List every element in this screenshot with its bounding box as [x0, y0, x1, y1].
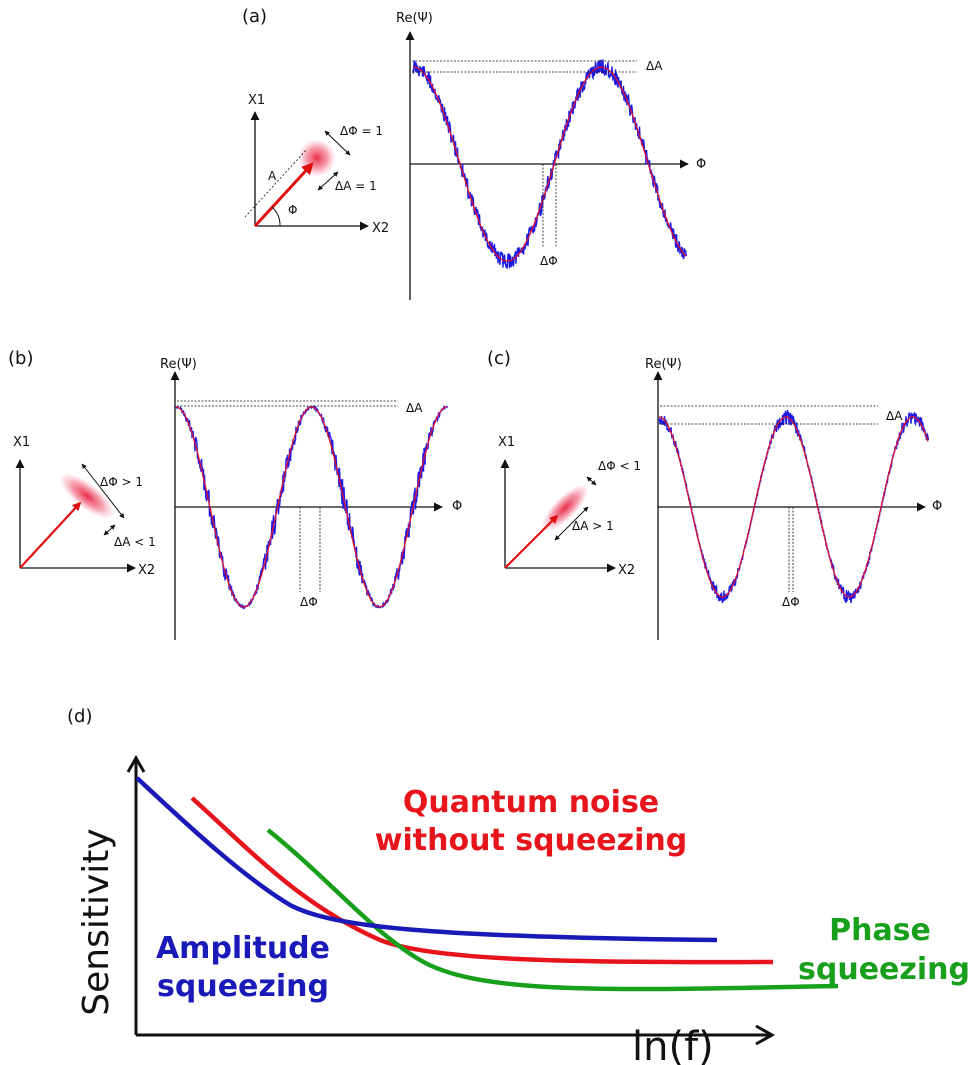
damp-arrow [103, 524, 116, 536]
dphi-label: ΔΦ < 1 [598, 459, 641, 473]
phase-arc [271, 206, 281, 227]
curve-phase-squeezing [266, 828, 839, 992]
da-label: ΔA [646, 59, 663, 73]
mean-line [658, 416, 929, 598]
label-amplitude-line1: Amplitude [156, 931, 330, 966]
panel-a-phasor: X1 X2 A Φ ΔΦ = 1 ΔA = 1 [244, 93, 389, 236]
x1-label: X1 [13, 435, 30, 450]
panel-d-label: (d) [67, 706, 92, 727]
panel-b-wave: Re(Ψ) Φ ΔA ΔΦ [160, 357, 462, 640]
label-phase-line1: Phase [829, 913, 931, 948]
damp-label: ΔA > 1 [572, 519, 614, 533]
mean-line [175, 406, 448, 608]
x1-label: X1 [248, 93, 265, 108]
dphi-label: ΔΦ > 1 [100, 475, 143, 489]
y-label: Re(Ψ) [645, 357, 682, 372]
x-label: ln(f) [632, 1024, 714, 1065]
y-axis-arrowhead [126, 754, 146, 773]
dphi-label: ΔΦ [300, 595, 318, 609]
damp-label: ΔA < 1 [114, 535, 156, 549]
wave-curve-a [412, 59, 688, 269]
damp-arrow [554, 506, 589, 541]
panel-c-label: (c) [487, 348, 511, 369]
dphi-label: ΔΦ [782, 595, 800, 609]
amplitude-arrow [253, 162, 314, 228]
amplitude-arrow [504, 514, 559, 569]
amplitude-arrow [19, 501, 82, 569]
dphi-arrow [324, 130, 351, 156]
x2-label: X2 [138, 563, 155, 578]
wave-curve-c [658, 409, 930, 604]
label-phase-line2: squeezing [798, 952, 970, 987]
y-label: Re(Ψ) [160, 357, 197, 372]
phase-label: Φ [288, 203, 297, 217]
curve-amplitude-squeezing [135, 776, 718, 943]
dphi-label: ΔΦ = 1 [340, 124, 383, 138]
label-no-squeezing-line1: Quantum noise [403, 785, 659, 820]
da-label: ΔA [886, 409, 903, 423]
label-amplitude-line2: squeezing [157, 969, 329, 1004]
panel-a-wave: Re(Ψ) Φ ΔA ΔΦ [396, 11, 706, 300]
dphi-label: ΔΦ [540, 254, 558, 268]
wave-curve-b [175, 404, 449, 610]
x2-label: X2 [372, 221, 389, 236]
dphi-arrow [586, 476, 597, 486]
x-label: Φ [932, 499, 942, 514]
x-axis-arrowhead [755, 1024, 776, 1046]
panel-d: (d) Sensitivity ln(f) Quantum noise with… [67, 706, 970, 1065]
panel-c-wave: Re(Ψ) Φ ΔA ΔΦ [645, 357, 942, 640]
panel-c-phasor: X1 X2 ΔΦ < 1 ΔA > 1 [498, 435, 641, 578]
x-label: Φ [696, 157, 706, 172]
panel-a: (a) X1 X2 A Φ ΔΦ = 1 ΔA = 1 Re(Ψ) Φ [242, 6, 706, 300]
panel-b-phasor: X1 X2 ΔΦ > 1 ΔA < 1 [13, 435, 156, 578]
damp-arrow [317, 171, 339, 191]
panel-c: (c) X1 X2 ΔΦ < 1 ΔA > 1 Re(Ψ) Φ ΔA ΔΦ [487, 348, 942, 640]
da-label: ΔA [406, 401, 423, 415]
label-no-squeezing-line2: without squeezing [375, 823, 687, 858]
x1-label: X1 [498, 435, 515, 450]
x2-label: X2 [618, 563, 635, 578]
curve-no-squeezing [190, 796, 774, 965]
panel-a-label: (a) [242, 6, 267, 27]
amp-label: A [268, 169, 277, 183]
amplitude-guide [244, 148, 308, 218]
damp-label: ΔA = 1 [335, 179, 377, 193]
mean-line [412, 66, 687, 262]
y-label: Sensitivity [76, 828, 117, 1015]
panel-b: (b) X1 X2 ΔΦ > 1 ΔA < 1 Re(Ψ) Φ ΔA ΔΦ [8, 348, 462, 640]
x-label: Φ [452, 499, 462, 514]
panel-b-label: (b) [8, 348, 33, 369]
y-label: Re(Ψ) [396, 11, 433, 26]
dphi-arrow [81, 463, 125, 519]
